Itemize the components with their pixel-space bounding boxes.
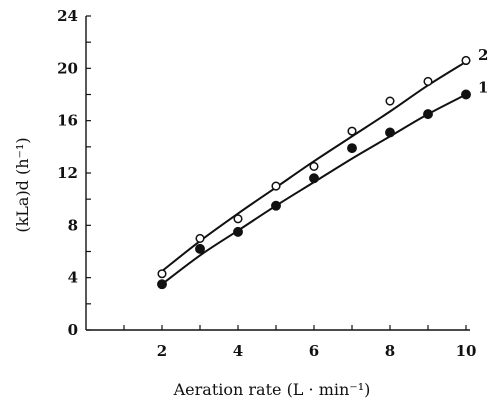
x-tick-label: 10 — [456, 342, 477, 360]
series-1-point — [461, 89, 471, 100]
x-tick-label: 6 — [309, 342, 319, 360]
series-2-point — [157, 269, 167, 279]
x-axis-title: Aeration rate (L · min⁻¹) — [173, 380, 371, 399]
series-1-point — [157, 279, 167, 290]
series-1-point — [423, 109, 433, 120]
series-2-curve — [161, 60, 467, 272]
series-1-label: 1 — [478, 79, 488, 97]
series-1-point — [271, 200, 281, 211]
series-2-point — [423, 76, 433, 86]
x-tick-label: 8 — [385, 342, 395, 360]
series-1-point — [309, 173, 319, 184]
tick-marks — [86, 15, 467, 331]
axes — [85, 16, 470, 331]
x-tick-label: 4 — [233, 342, 243, 360]
series-2-point — [461, 55, 471, 66]
y-tick-label: 4 — [68, 269, 78, 287]
series-1-point — [385, 127, 395, 138]
y-tick-label: 8 — [68, 216, 78, 234]
series-2-point — [309, 161, 319, 172]
series-1-point — [195, 243, 205, 254]
y-tick-label: 16 — [57, 112, 78, 130]
series-lines — [161, 60, 467, 286]
series-2-label: 2 — [478, 46, 488, 64]
series-tags: 21 — [478, 46, 488, 97]
series-2-point — [271, 181, 281, 191]
y-tick-label: 0 — [68, 321, 78, 339]
series-2-point — [195, 233, 205, 243]
series-1-curve — [161, 93, 467, 286]
series-2-point — [233, 214, 243, 224]
y-tick-label: 20 — [57, 59, 78, 77]
y-axis-title: (kLa)d (h⁻¹) — [13, 137, 32, 232]
series-2-point — [347, 126, 357, 136]
series-1-point — [233, 226, 243, 237]
y-tick-label: 24 — [57, 7, 78, 25]
y-tick-label: 12 — [57, 164, 78, 182]
x-tick-label: 2 — [157, 342, 167, 360]
data-points — [157, 55, 471, 290]
series-1-point — [347, 143, 357, 154]
series-2-point — [385, 96, 395, 106]
